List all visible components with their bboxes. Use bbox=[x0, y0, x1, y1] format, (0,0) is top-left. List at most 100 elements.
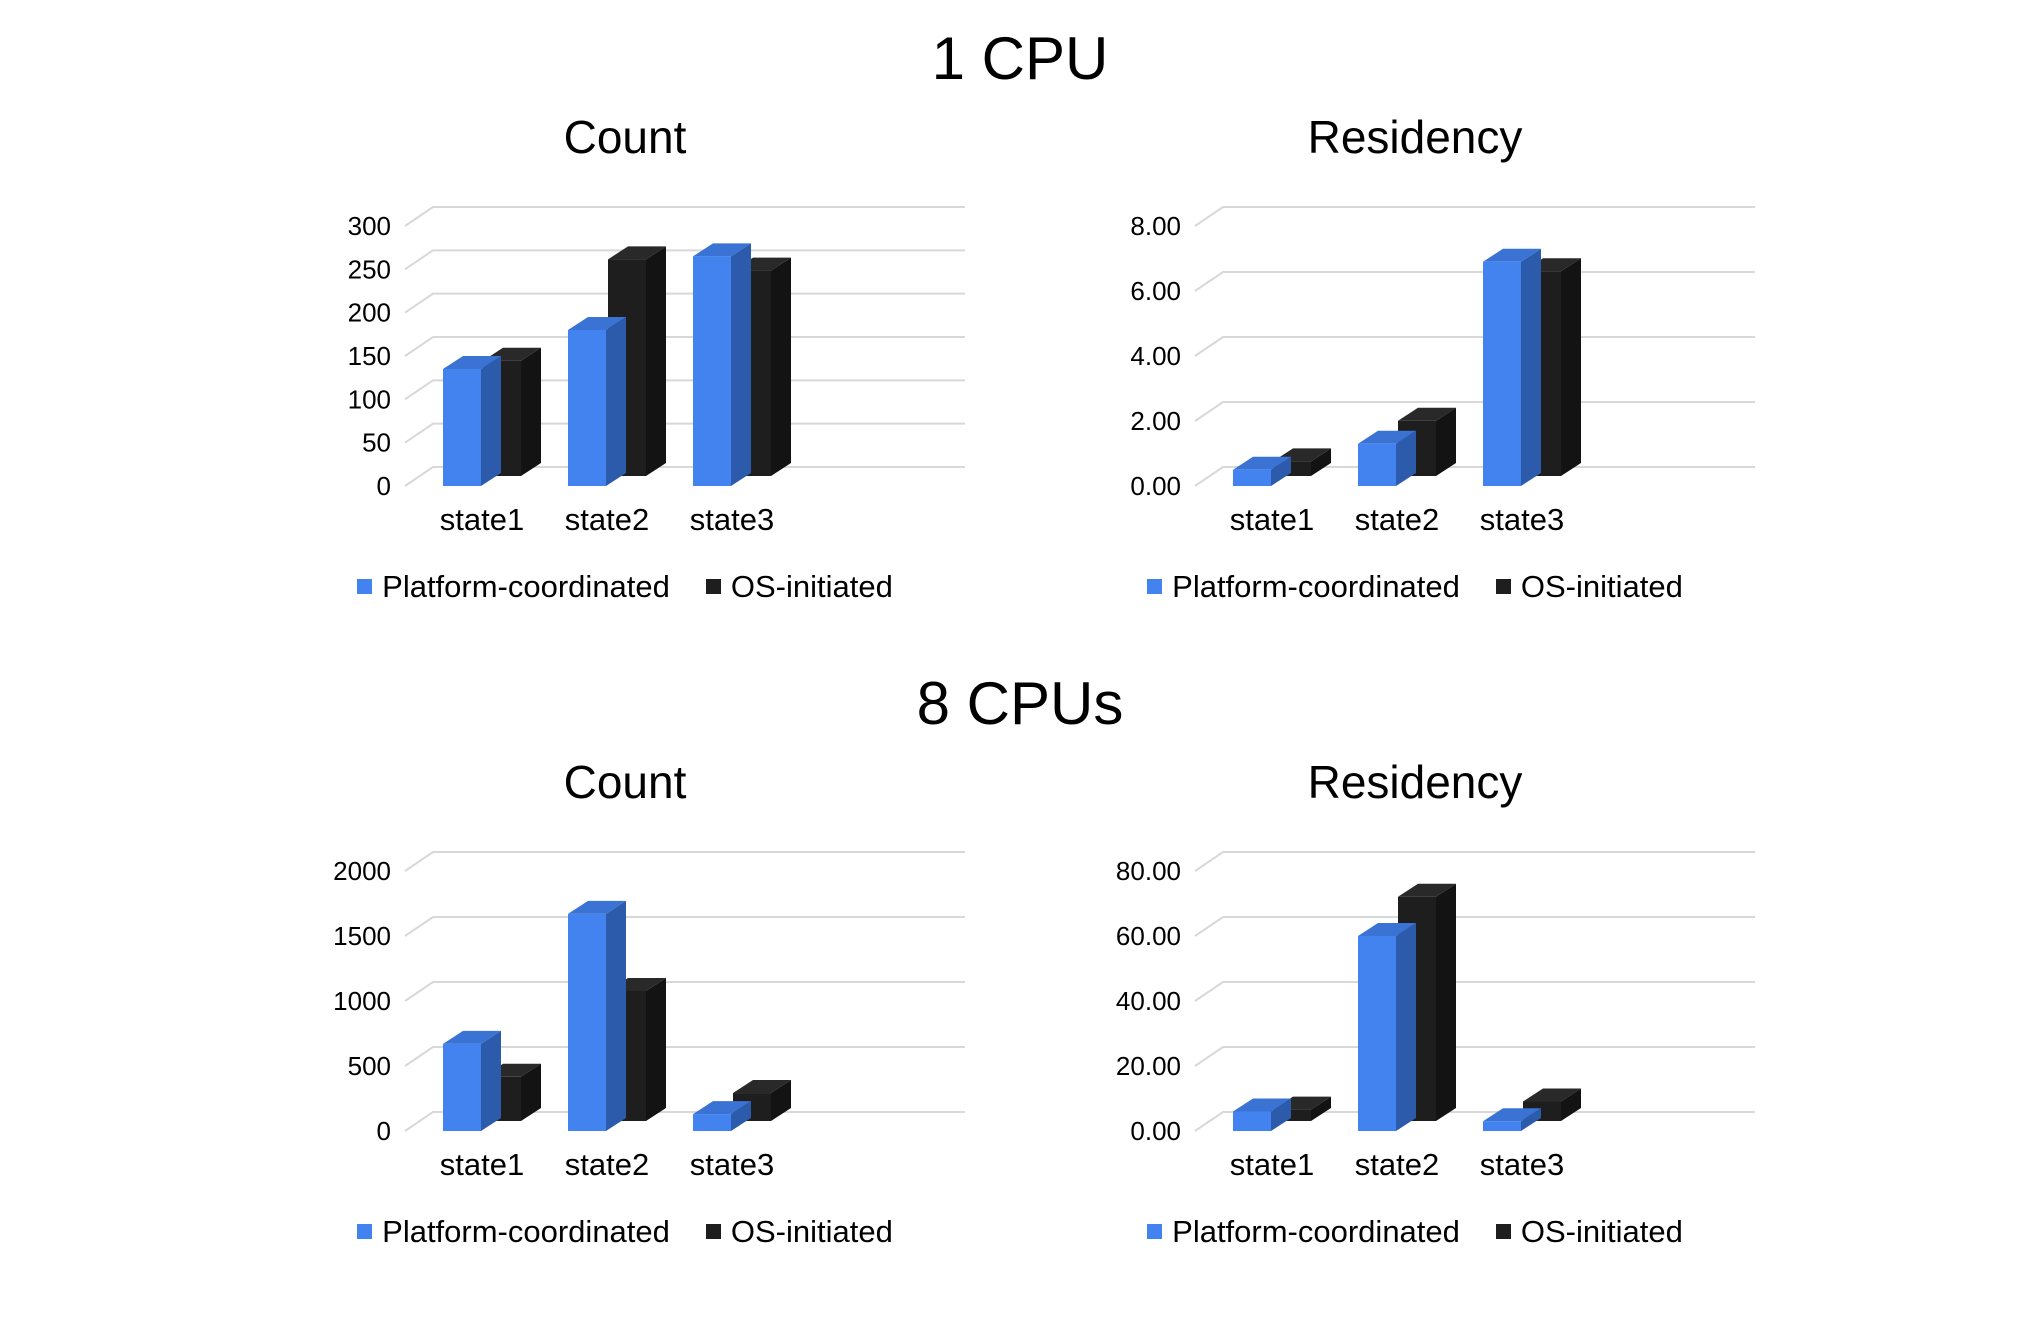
gridline bbox=[404, 292, 965, 314]
gridline bbox=[404, 335, 965, 357]
legend-item-os: OS-initiated bbox=[1495, 1213, 1683, 1250]
bar-platform-state3-side bbox=[731, 1100, 751, 1131]
bar-platform-state1-front bbox=[443, 368, 481, 486]
bar-os-state2-side bbox=[1436, 883, 1456, 1121]
y-tick-label: 8.00 bbox=[1130, 211, 1181, 241]
y-tick-label: 40.00 bbox=[1116, 986, 1181, 1016]
platform-swatch-icon bbox=[357, 1224, 373, 1240]
gridline bbox=[404, 1110, 965, 1132]
bar-platform-state2-top bbox=[568, 900, 626, 914]
bar-platform-state2-front bbox=[568, 913, 606, 1131]
bar-platform-state2-front bbox=[1358, 935, 1396, 1131]
bar-os-state1-front bbox=[1273, 1109, 1311, 1121]
x-category-label: state1 bbox=[1230, 502, 1314, 537]
x-category-label: state3 bbox=[1480, 502, 1564, 537]
bar-os-state1-side bbox=[1311, 1096, 1331, 1121]
bar-platform-state3-front bbox=[693, 1113, 731, 1131]
y-tick-label: 0.00 bbox=[1130, 471, 1181, 501]
bar-os-state3-side bbox=[1561, 258, 1581, 476]
bar-platform-state2-front bbox=[1358, 443, 1396, 486]
y-tick-label: 80.00 bbox=[1116, 856, 1181, 886]
bar-platform-state3-top bbox=[693, 243, 751, 257]
y-tick-label: 20.00 bbox=[1116, 1051, 1181, 1081]
y-tick-label: 200 bbox=[348, 298, 391, 328]
bar-os-state3-side bbox=[771, 257, 791, 476]
chart-8cpu-residency: Residency 0.00 20.00 40.00 60.00 80.00 state1… bbox=[1065, 738, 1765, 1250]
x-category-label: state1 bbox=[1230, 1147, 1314, 1182]
bar-os-state3-side bbox=[1561, 1088, 1581, 1121]
charts-row-top: Count 0 50 100 150 200 250 300 state1 state2 stat… bbox=[0, 93, 2040, 605]
bar-platform-state1-top bbox=[443, 1030, 501, 1044]
bar-platform-state3-side bbox=[1521, 1108, 1541, 1131]
legend: Platform-coordinated OS-initiated bbox=[1065, 569, 1765, 605]
y-tick-label: 0 bbox=[377, 471, 391, 501]
legend: Platform-coordinated OS-initiated bbox=[275, 1214, 975, 1250]
bar-platform-state2-side bbox=[606, 316, 626, 486]
bar-platform-state3-front bbox=[693, 256, 731, 486]
y-tick-label: 1000 bbox=[333, 986, 391, 1016]
bar-platform-state2-front bbox=[568, 329, 606, 486]
legend-label-platform: Platform-coordinated bbox=[1172, 568, 1460, 604]
x-category-label: state2 bbox=[1355, 1147, 1439, 1182]
bar-platform-state1-top bbox=[443, 355, 501, 369]
bar-platform-state2-top bbox=[1358, 922, 1416, 936]
bar-platform-state3-top bbox=[1483, 248, 1541, 262]
bar-platform-state1-side bbox=[1271, 1098, 1291, 1131]
gridline bbox=[1194, 465, 1755, 487]
gridline bbox=[1194, 915, 1755, 937]
y-tick-label: 4.00 bbox=[1130, 341, 1181, 371]
bar-plot-8cpu-residency: 0.00 20.00 40.00 60.00 80.00 state1 state2 stat… bbox=[1116, 850, 1755, 1182]
chart-title-residency: Residency bbox=[1307, 111, 1523, 163]
os-swatch-icon bbox=[1495, 579, 1511, 595]
bar-platform-state3-side bbox=[1521, 248, 1541, 486]
y-tick-label: 1500 bbox=[333, 921, 391, 951]
os-swatch-icon bbox=[705, 1224, 721, 1240]
y-tick-label: 300 bbox=[348, 211, 391, 241]
bar-os-state1-side bbox=[1311, 448, 1331, 476]
legend-label-os: OS-initiated bbox=[1520, 568, 1683, 604]
bar-platform-state1-side bbox=[481, 1030, 501, 1131]
gridline bbox=[1194, 1110, 1755, 1132]
legend-label-os: OS-initiated bbox=[730, 1213, 893, 1249]
bar-platform-state1-front bbox=[1233, 1111, 1271, 1131]
y-tick-label: 60.00 bbox=[1116, 921, 1181, 951]
chart-title-count: Count bbox=[563, 755, 687, 808]
bar-platform-state2-side bbox=[1396, 430, 1416, 486]
x-category-label: state3 bbox=[690, 502, 774, 537]
bar-os-state1-side bbox=[521, 347, 541, 476]
bar-os-state3-top bbox=[1523, 1088, 1581, 1102]
y-tick-label: 2.00 bbox=[1130, 406, 1181, 436]
legend-label-os: OS-initiated bbox=[1520, 1213, 1683, 1249]
bar-platform-state3-front bbox=[1483, 261, 1521, 486]
legend-label-platform: Platform-coordinated bbox=[1172, 1213, 1460, 1249]
os-swatch-icon bbox=[1495, 1224, 1511, 1240]
gridline bbox=[1194, 205, 1755, 227]
x-category-label: state3 bbox=[690, 1147, 774, 1182]
section-8-cpus: 8 CPUs Count 0 500 1000 1500 2000 state1 state… bbox=[0, 669, 2040, 1250]
bar-os-state2-side bbox=[1436, 407, 1456, 476]
chart-1cpu-count: Count 0 50 100 150 200 250 300 state1 state2 stat… bbox=[275, 93, 975, 605]
bar-platform-state1-side bbox=[1271, 456, 1291, 486]
y-tick-label: 100 bbox=[348, 384, 391, 414]
chart-title-count: Count bbox=[563, 111, 687, 163]
gridline bbox=[1194, 980, 1755, 1002]
bar-platform-state1-front bbox=[443, 1043, 481, 1131]
legend: Platform-coordinated OS-initiated bbox=[1065, 1214, 1765, 1250]
bar-plot-1cpu-residency: 0.00 2.00 4.00 6.00 8.00 state1 state2 state3 bbox=[1130, 205, 1755, 537]
bar-os-state2-top bbox=[1398, 883, 1456, 897]
bar-platform-state3-top bbox=[1483, 1108, 1541, 1122]
bar-platform-state1-top bbox=[1233, 1098, 1291, 1112]
x-category-label: state2 bbox=[1355, 502, 1439, 537]
legend-label-os: OS-initiated bbox=[730, 568, 893, 604]
platform-swatch-icon bbox=[1147, 579, 1163, 595]
bar-plot-1cpu-count: 0 50 100 150 200 250 300 state1 state2 state3 bbox=[348, 205, 965, 537]
bar-platform-state1-top bbox=[1233, 456, 1291, 470]
gridline bbox=[1194, 270, 1755, 292]
x-category-label: state2 bbox=[565, 502, 649, 537]
chart-title-residency: Residency bbox=[1307, 755, 1523, 808]
y-tick-label: 50 bbox=[362, 428, 391, 458]
bar-os-state2-top bbox=[608, 246, 666, 260]
gridline bbox=[1194, 1045, 1755, 1067]
gridline bbox=[404, 850, 965, 872]
x-category-label: state1 bbox=[440, 1147, 524, 1182]
